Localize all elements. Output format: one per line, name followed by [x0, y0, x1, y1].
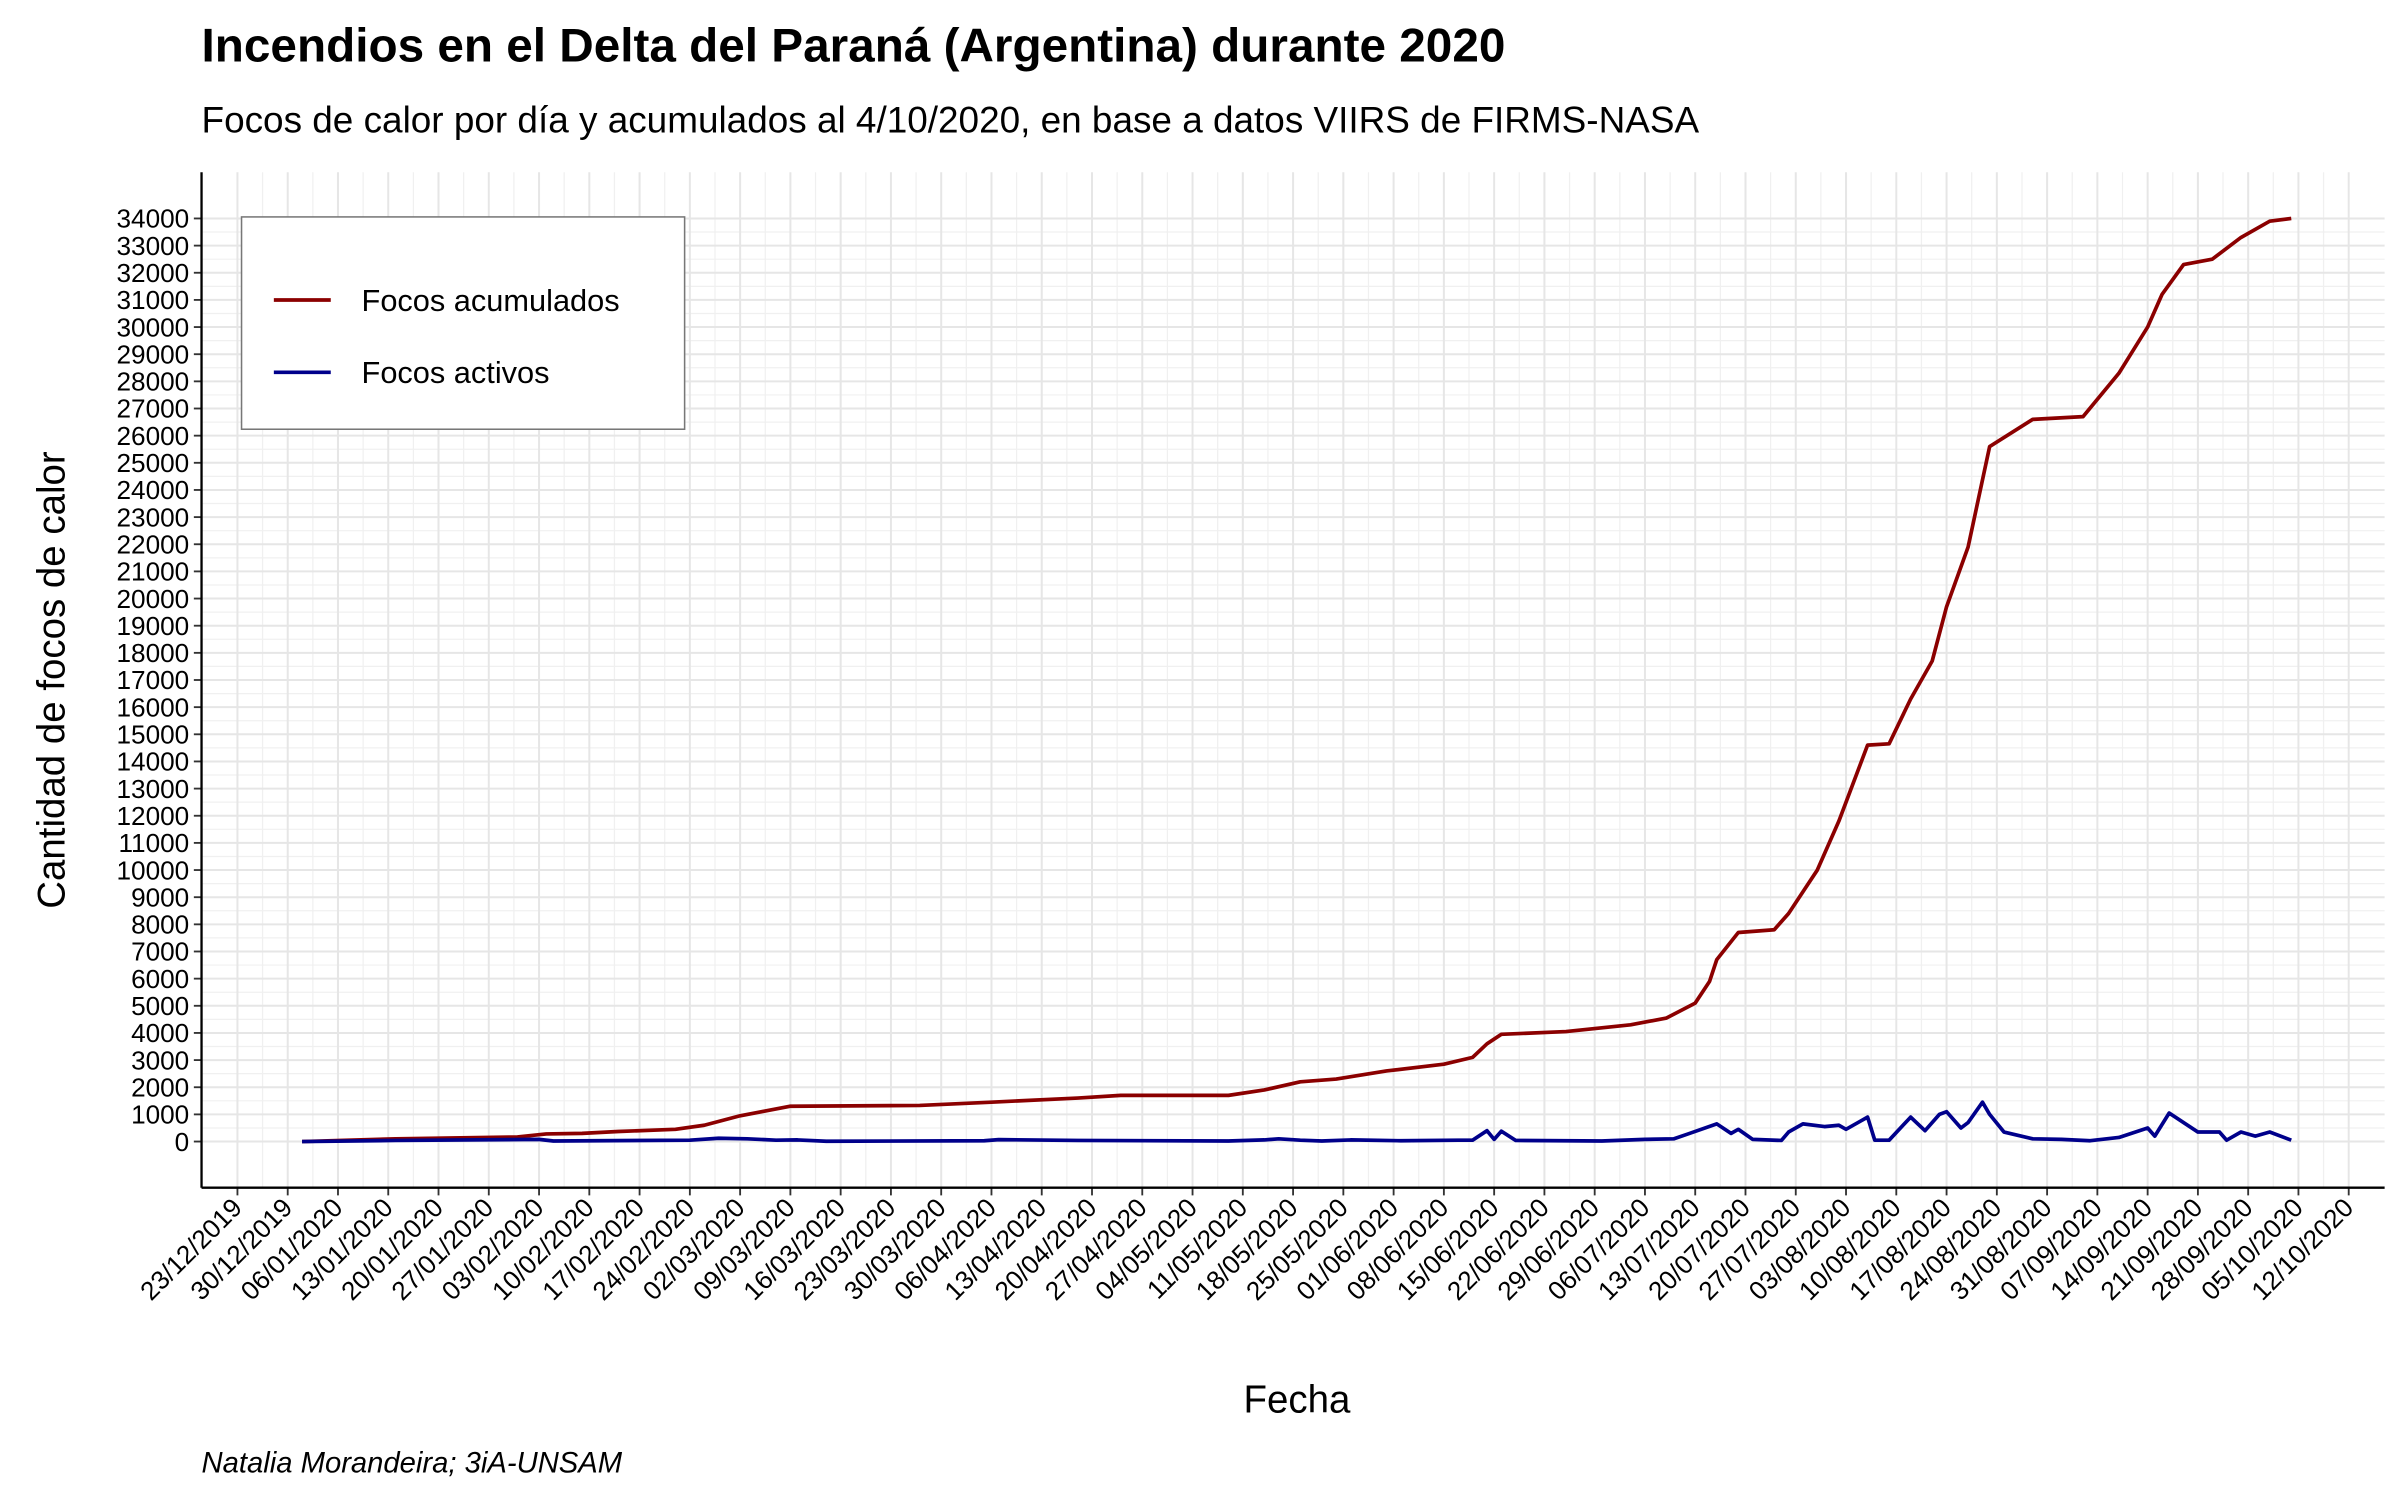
y-tick-label: 3000: [131, 1045, 189, 1075]
y-tick-label: 32000: [117, 258, 190, 288]
legend: Focos acumulados Focos activos: [240, 216, 686, 430]
y-axis-title: Cantidad de focos de calor: [31, 451, 74, 909]
y-tick-label: 23000: [117, 502, 190, 532]
y-tick-label: 2000: [131, 1072, 189, 1102]
series-line: [302, 1100, 2292, 1144]
y-tick-label: 16000: [117, 692, 190, 722]
y-tick-label: 31000: [117, 285, 190, 315]
y-tick-label: 33000: [117, 231, 190, 261]
series-line: [302, 216, 2292, 1144]
y-tick-label: 20000: [117, 584, 190, 614]
x-axis-title: Fecha: [1243, 1378, 1350, 1421]
y-tick-label: 9000: [131, 882, 189, 912]
chart-subtitle: Focos de calor por día y acumulados al 4…: [202, 99, 1700, 140]
y-tick-label: 12000: [117, 801, 190, 831]
y-tick-label: 13000: [117, 774, 190, 804]
y-tick-label: 22000: [117, 529, 190, 559]
y-tick-label: 28000: [117, 367, 190, 397]
y-tick-label: 15000: [117, 720, 190, 750]
y-tick-label: 21000: [117, 557, 190, 587]
y-tick-label: 4000: [131, 1018, 189, 1048]
y-tick-label: 34000: [117, 204, 190, 234]
y-tick-label: 14000: [117, 747, 190, 777]
y-tick-label: 6000: [131, 964, 189, 994]
y-tick-label: 5000: [131, 991, 189, 1021]
y-tick-label: 1000: [131, 1100, 189, 1130]
caption: Natalia Morandeira; 3iA-UNSAM: [202, 1447, 623, 1479]
y-tick-label: 11000: [118, 828, 189, 858]
y-tick-label: 8000: [131, 910, 189, 940]
y-tick-label: 25000: [117, 448, 190, 478]
chart-title: Incendios en el Delta del Paraná (Argent…: [202, 20, 1506, 73]
y-tick-label: 18000: [117, 638, 190, 668]
y-tick-label: 17000: [117, 665, 190, 695]
y-tick-label: 10000: [117, 855, 190, 885]
y-tick-label: 30000: [117, 312, 190, 342]
y-tick-label: 19000: [117, 611, 190, 641]
y-tick-label: 26000: [117, 421, 190, 451]
legend-label: Focos activos: [362, 355, 550, 390]
legend-label: Focos acumulados: [362, 283, 620, 318]
plot-area: [302, 216, 2292, 1144]
y-tick-label: 27000: [117, 394, 190, 424]
y-tick-label: 7000: [131, 937, 189, 967]
legend-box: [240, 216, 686, 430]
y-tick-label: 24000: [117, 475, 190, 505]
y-tick-label: 29000: [117, 339, 190, 369]
y-tick-label: 0: [175, 1127, 190, 1157]
